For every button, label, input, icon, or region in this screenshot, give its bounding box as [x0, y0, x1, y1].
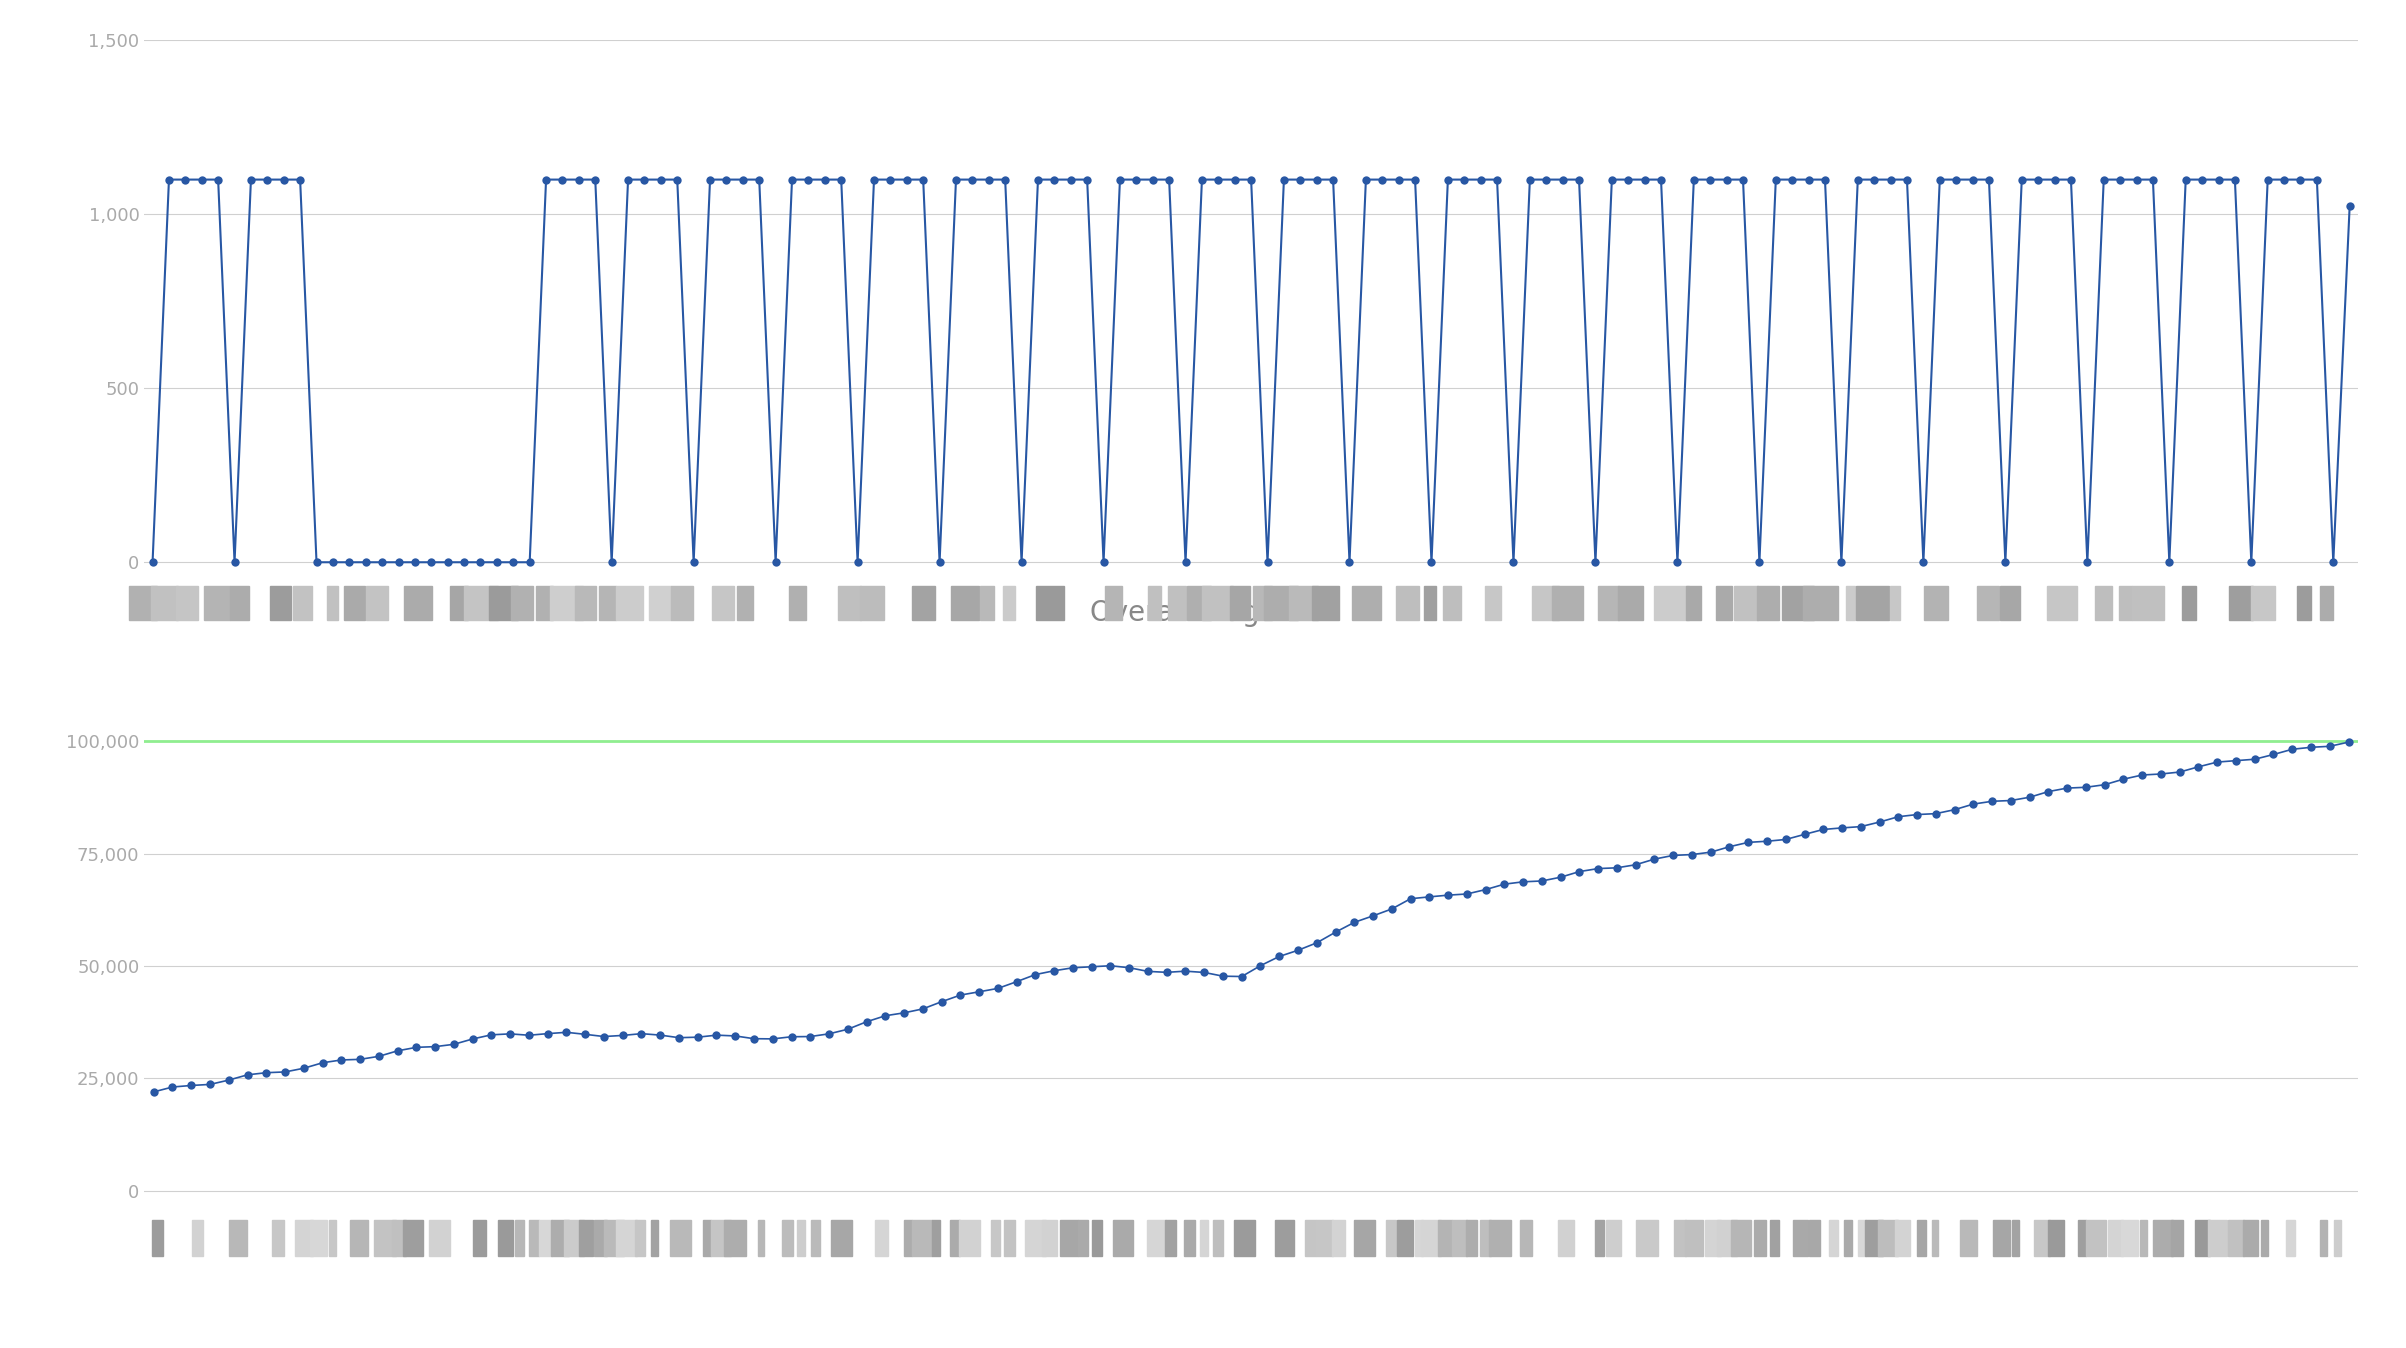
Text: Overall Progress: Overall Progress: [1090, 600, 1316, 627]
